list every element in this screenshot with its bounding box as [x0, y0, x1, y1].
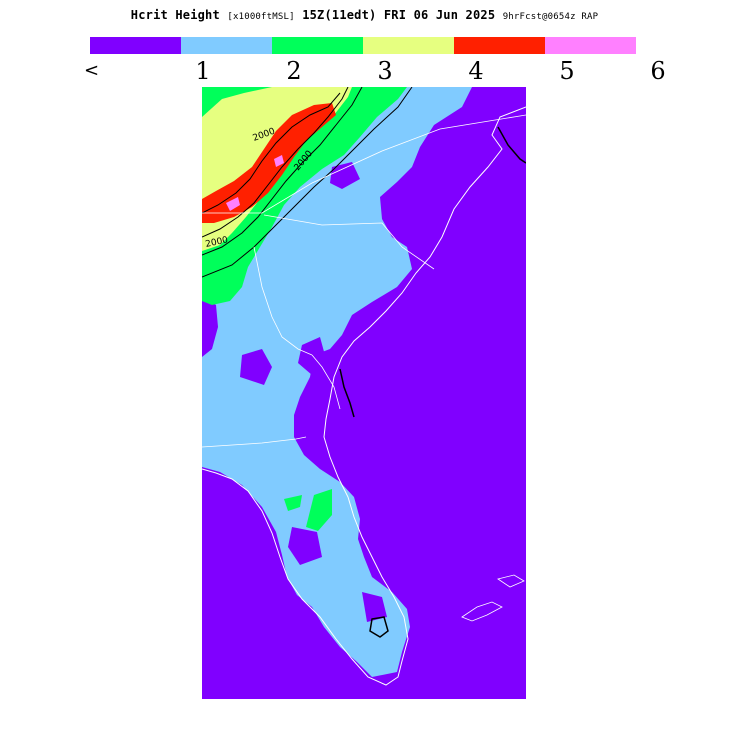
- legend-ticks: < 1 2 3 4 5 6: [0, 56, 729, 86]
- forecast-map: 2000 2000 2000: [202, 87, 526, 699]
- legend-swatch-below-1: [90, 37, 181, 54]
- legend-swatch-5-6: [545, 37, 636, 54]
- legend-swatch-3-4: [363, 37, 454, 54]
- legend-tick-5: 5: [559, 57, 575, 85]
- lake-outline: [369, 616, 389, 638]
- contour-line: [202, 87, 349, 238]
- legend-tick-2: 2: [286, 57, 302, 85]
- title-field: Hcrit Height: [130, 8, 220, 22]
- legend-tick-3: 3: [377, 57, 393, 85]
- legend-swatch-1-2: [181, 37, 272, 54]
- state-border: [263, 214, 435, 270]
- legend-lower-marker: <: [84, 60, 100, 81]
- island-outline: [497, 574, 525, 588]
- legend-swatch-2-3: [272, 37, 363, 54]
- field-below-1-patch: [330, 162, 360, 189]
- field-5-6-patch: [226, 197, 240, 211]
- legend-tick-4: 4: [468, 57, 484, 85]
- map-title: Hcrit Height [x1000ftMSL] 15Z(11edt) FRI…: [0, 8, 729, 22]
- contour-line: [202, 87, 413, 278]
- field-below-1-patch: [298, 337, 326, 375]
- legend-tick-1: 1: [195, 57, 211, 85]
- field-2-3-patch: [284, 495, 302, 511]
- legend-swatch-4-5: [454, 37, 545, 54]
- field-5-6-patch: [274, 155, 284, 167]
- state-border: [253, 246, 313, 356]
- state-border: [202, 114, 526, 214]
- field-1-2-region: [202, 87, 472, 677]
- title-valid-time: 15Z(11edt) FRI 06 Jun 2025: [302, 8, 496, 22]
- title-forecast: 9hrFcst@0654z RAP: [502, 12, 599, 22]
- legend-tick-6: 6: [650, 57, 666, 85]
- field-below-1-patch: [240, 349, 272, 385]
- contour-line: [202, 87, 363, 256]
- color-legend: [90, 37, 636, 54]
- coastline: [202, 106, 526, 686]
- island-outline: [461, 601, 503, 622]
- field-below-1-patch: [288, 527, 322, 565]
- country-border: [339, 368, 355, 418]
- title-units: [x1000ftMSL]: [227, 12, 295, 22]
- contour-line: [202, 92, 341, 214]
- field-2-3-patch: [306, 489, 332, 531]
- field-below-1-patch: [202, 297, 218, 357]
- field-below-1-patch: [362, 592, 387, 622]
- state-border: [311, 354, 341, 410]
- country-border: [497, 126, 526, 164]
- state-border: [202, 436, 307, 448]
- contour-label: 2000: [205, 235, 230, 250]
- map-canvas: 2000 2000 2000: [202, 87, 526, 699]
